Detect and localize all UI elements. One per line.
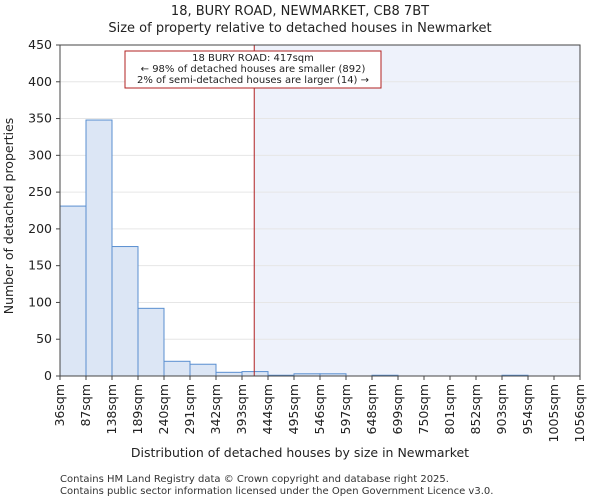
x-tick-label: 1056sqm xyxy=(572,384,587,442)
bar-189sqm xyxy=(137,307,165,377)
x-tick-label: 36sqm xyxy=(52,384,67,427)
chart-title: 18, BURY ROAD, NEWMARKET, CB8 7BT xyxy=(171,4,429,19)
x-tick-label: 648sqm xyxy=(364,384,379,434)
y-tick-label: 100 xyxy=(28,294,52,309)
y-tick-label: 150 xyxy=(28,258,52,273)
x-tick-label: 1005sqm xyxy=(546,384,561,442)
y-tick-label: 0 xyxy=(44,368,52,383)
x-tick-label: 852sqm xyxy=(468,384,483,434)
x-tick-label: 291sqm xyxy=(182,384,197,434)
x-tick-label: 597sqm xyxy=(338,384,353,434)
bar-36sqm xyxy=(59,205,87,377)
bars xyxy=(59,119,529,377)
x-axis-label: Distribution of detached houses by size … xyxy=(131,445,469,460)
x-tick-label: 189sqm xyxy=(130,384,145,434)
bar-138sqm xyxy=(111,246,139,377)
x-axis: 36sqm 87sqm 138sqm 189sqm 240sqm 291sqm 342sqm… xyxy=(52,376,587,442)
larger-region-shading xyxy=(254,45,580,376)
footer-line-2: Contains public sector information licen… xyxy=(60,486,493,497)
annotation-box xyxy=(124,50,382,89)
footer-line-1: Contains HM Land Registry data © Crown c… xyxy=(60,474,449,485)
x-tick-label: 393sqm xyxy=(234,384,249,434)
annotation-line-1: 18 BURY ROAD: 417sqm xyxy=(192,53,314,64)
bar-342sqm xyxy=(215,371,243,377)
x-tick-label: 495sqm xyxy=(286,384,301,434)
bar-240sqm xyxy=(163,360,191,377)
bar-87sqm xyxy=(85,119,113,377)
y-axis-label: Number of detached properties xyxy=(1,118,16,315)
x-tick-label: 444sqm xyxy=(260,384,275,434)
chart-subtitle: Size of property relative to detached ho… xyxy=(108,21,491,36)
y-tick-label: 350 xyxy=(28,111,52,126)
y-tick-label: 250 xyxy=(28,184,52,199)
y-tick-label: 450 xyxy=(28,37,52,52)
annotation-line-2: ← 98% of detached houses are smaller (89… xyxy=(141,64,366,75)
x-tick-label: 546sqm xyxy=(312,384,327,434)
y-tick-label: 200 xyxy=(28,221,52,236)
annotation-line-3: 2% of semi-detached houses are larger (1… xyxy=(137,75,369,86)
x-tick-label: 699sqm xyxy=(390,384,405,434)
y-tick-label: 50 xyxy=(36,331,52,346)
x-tick-label: 903sqm xyxy=(494,384,509,434)
x-tick-label: 750sqm xyxy=(416,384,431,434)
y-axis: 0 50 100 150 200 250 300 350 400 450 xyxy=(28,37,60,383)
y-tick-label: 400 xyxy=(28,74,52,89)
bar-291sqm xyxy=(189,363,217,377)
x-tick-label: 87sqm xyxy=(78,384,93,427)
x-tick-label: 240sqm xyxy=(156,384,171,434)
x-tick-label: 801sqm xyxy=(442,384,457,434)
x-tick-label: 954sqm xyxy=(520,384,535,434)
y-tick-label: 300 xyxy=(28,147,52,162)
x-tick-label: 138sqm xyxy=(104,384,119,434)
bar-393sqm xyxy=(241,371,269,377)
x-tick-label: 342sqm xyxy=(208,384,223,434)
